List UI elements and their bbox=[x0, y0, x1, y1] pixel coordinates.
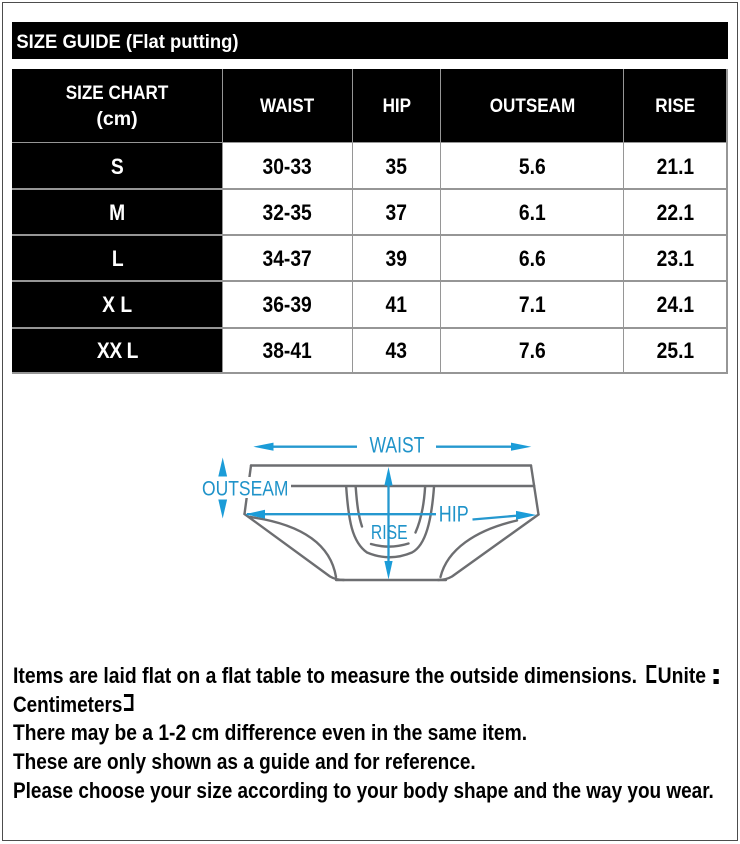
svg-text:OUTSEAM: OUTSEAM bbox=[202, 477, 289, 500]
svg-text:WAIST: WAIST bbox=[370, 432, 425, 457]
svg-text:RISE: RISE bbox=[371, 522, 408, 544]
svg-text:HIP: HIP bbox=[439, 502, 469, 527]
